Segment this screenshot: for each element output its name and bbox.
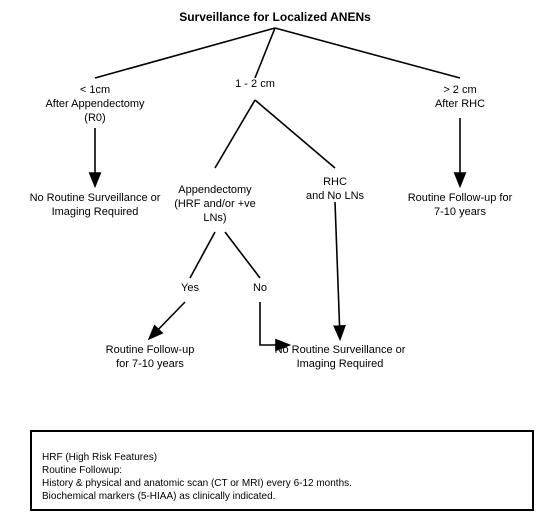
node-rfuR: Routine Follow-up for 7-10 years (390, 192, 530, 220)
edge-11 (335, 202, 340, 338)
edge-9 (150, 302, 185, 338)
node-rhc: RHC and No LNs (285, 176, 385, 204)
node-lt1: < 1cm After Appendectomy (R0) (20, 84, 170, 125)
node-mid: 1 - 2 cm (215, 78, 295, 92)
node-yes: Yes (170, 282, 210, 296)
node-appx: Appendectomy (HRF and/or +ve LNs) (145, 184, 285, 225)
edge-10 (260, 302, 288, 345)
node-noSurvM: No Routine Surveillance or Imaging Requi… (253, 344, 428, 372)
edge-8 (225, 232, 260, 278)
node-title: Surveillance for Localized ANENs (145, 10, 405, 25)
edge-5 (255, 100, 335, 168)
legend-box: HRF (High Risk Features) Routine Followu… (30, 430, 534, 511)
legend-text: HRF (High Risk Features) Routine Followu… (42, 452, 352, 502)
edge-0 (95, 28, 275, 78)
node-rfuL: Routine Follow-up for 7-10 years (73, 344, 228, 372)
node-gt2: > 2 cm After RHC (400, 84, 520, 112)
node-no: No (240, 282, 280, 296)
edge-7 (190, 232, 215, 278)
edge-1 (255, 28, 275, 78)
edge-4 (215, 100, 255, 168)
edge-2 (275, 28, 460, 78)
